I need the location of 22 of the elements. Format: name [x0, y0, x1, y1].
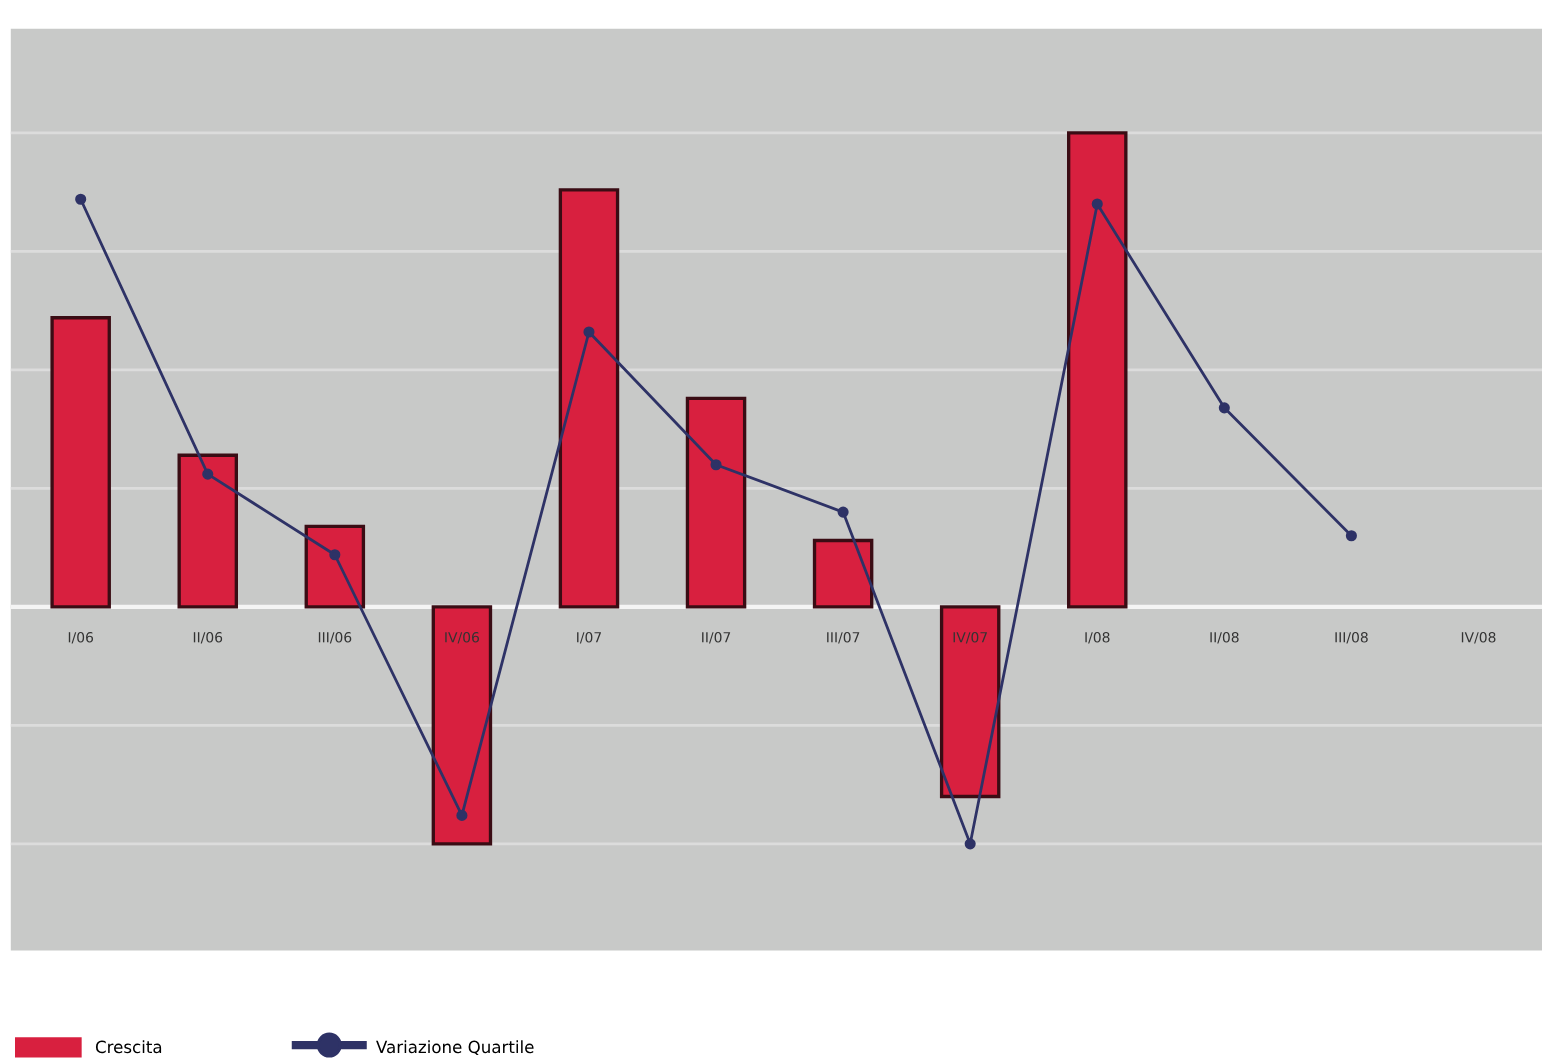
point [710, 459, 722, 471]
bar [50, 316, 111, 609]
bar [304, 524, 366, 609]
bar [431, 605, 493, 846]
bar [177, 453, 239, 609]
legend-label: Variazione Quartile [376, 1040, 534, 1056]
point [964, 838, 976, 850]
point [1218, 402, 1230, 414]
point [583, 326, 595, 338]
bar [558, 188, 620, 609]
bar [1066, 131, 1128, 609]
point [202, 468, 214, 480]
bar [685, 396, 747, 609]
point [456, 809, 468, 821]
point [75, 193, 87, 205]
bar [812, 538, 874, 609]
point [1345, 530, 1357, 542]
point [837, 506, 849, 518]
point [1091, 198, 1103, 210]
bar [939, 605, 1001, 799]
point [329, 549, 341, 561]
legend-label: Crescita [95, 1040, 162, 1054]
